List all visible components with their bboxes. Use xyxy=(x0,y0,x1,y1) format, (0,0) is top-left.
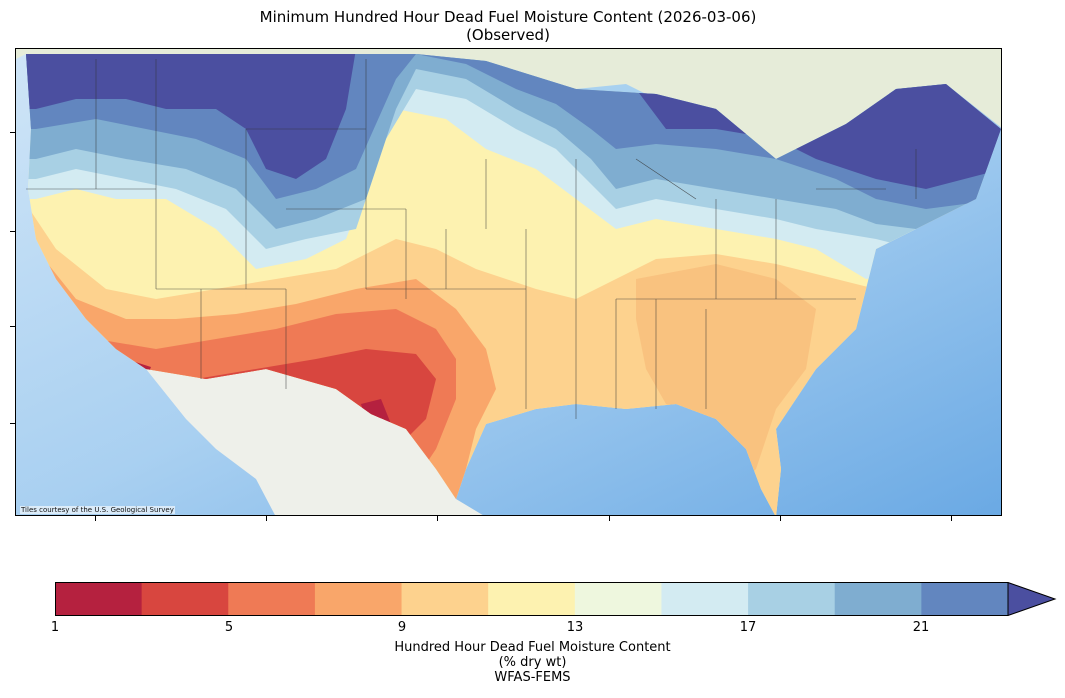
fuel-moisture-map[interactable]: Tiles courtesy of the U.S. Geological Su… xyxy=(15,48,1002,516)
x-axis-tick xyxy=(437,516,438,521)
colorbar-label-line-3: WFAS-FEMS xyxy=(494,670,571,685)
x-axis-tick xyxy=(780,516,781,521)
colorbar-label: Hundred Hour Dead Fuel Moisture Content … xyxy=(0,640,1065,685)
y-axis-tick xyxy=(10,326,15,327)
mexico-land xyxy=(146,369,483,515)
colorbar-bin xyxy=(661,582,749,616)
colorbar-tick-label: 13 xyxy=(566,620,584,635)
map-title: Minimum Hundred Hour Dead Fuel Moisture … xyxy=(0,8,1016,44)
colorbar-bin xyxy=(141,582,229,616)
x-axis-tick xyxy=(95,516,96,521)
title-line-2: (Observed) xyxy=(466,26,550,44)
x-axis-tick xyxy=(609,516,610,521)
state-borders xyxy=(26,59,917,419)
colorbar-tick-label: 1 xyxy=(50,620,60,635)
y-axis-tick xyxy=(10,423,15,424)
colorbar-tick-label: 21 xyxy=(912,620,930,635)
colorbar-tick-label: 5 xyxy=(224,620,234,635)
colorbar-bin xyxy=(488,582,576,616)
colorbar-bin xyxy=(228,582,316,616)
colorbar-bin xyxy=(55,582,143,616)
colorbar-bin xyxy=(401,582,489,616)
colorbar xyxy=(55,582,1057,616)
title-line-1: Minimum Hundred Hour Dead Fuel Moisture … xyxy=(259,8,757,26)
y-axis-tick xyxy=(10,231,15,232)
colorbar-bin xyxy=(921,582,1009,616)
colorbar-tick-label: 17 xyxy=(739,620,757,635)
canada-land xyxy=(16,49,1001,159)
colorbar-tick-label: 9 xyxy=(397,620,407,635)
colorbar-bin xyxy=(834,582,922,616)
colorbar-extend-arrow xyxy=(1007,582,1057,616)
colorbar-bin xyxy=(748,582,836,616)
colorbar-bin xyxy=(574,582,662,616)
y-axis-tick xyxy=(10,132,15,133)
colorbar-bin xyxy=(314,582,403,616)
colorbar-label-line-2: (% dry wt) xyxy=(498,655,567,670)
colorbar-label-line-1: Hundred Hour Dead Fuel Moisture Content xyxy=(394,640,671,655)
x-axis-tick xyxy=(266,516,267,521)
map-attribution: Tiles courtesy of the U.S. Geological Su… xyxy=(20,506,175,514)
x-axis-tick xyxy=(951,516,952,521)
